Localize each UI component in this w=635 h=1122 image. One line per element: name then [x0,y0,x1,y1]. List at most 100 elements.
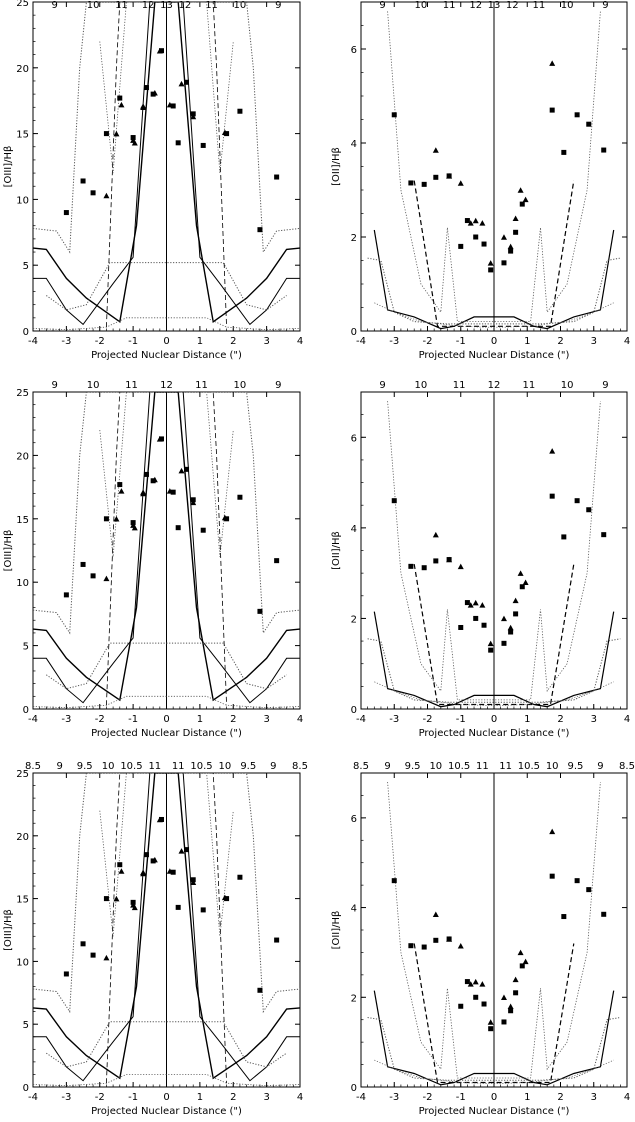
model-curve [33,695,300,709]
data-point-square [175,525,181,531]
data-point-square [586,507,592,513]
y-tick-label: 10 [16,578,29,589]
data-point-triangle [522,196,529,203]
data-point-square [481,241,487,247]
top-axis-label: 9.5 [568,761,584,772]
data-point-square [519,201,525,207]
data-point-square [274,558,280,564]
x-tick-label: -2 [95,336,105,347]
x-tick-label: 0 [491,1092,497,1103]
data-point-triangle [166,868,173,874]
data-point-triangle [178,80,185,87]
x-tick-label: 4 [624,1092,630,1103]
model-curve [374,302,614,328]
y-tick-label: 10 [16,957,29,968]
data-point-square [170,869,176,875]
top-axis-label: 11 [499,761,512,772]
x-axis-label: Projected Nuclear Distance (") [91,1106,242,1117]
data-point-square [170,103,176,109]
data-point-triangle [487,1019,494,1025]
top-axis-label: 11 [172,761,185,772]
top-axis-label: 12 [469,0,482,11]
top-axis-label: 11 [443,0,456,11]
x-tick-label: -2 [423,336,433,347]
data-point-square [170,489,176,495]
data-point-triangle [140,489,147,495]
top-axis-label: 10.5 [448,761,470,772]
data-point-square [501,1019,507,1025]
data-point-square [574,112,580,118]
data-point-square [274,937,280,943]
y-tick-label: 25 [16,769,29,780]
model-curve [99,773,234,937]
data-point-square [274,174,280,180]
x-axis-label: Projected Nuclear Distance (") [419,1106,570,1117]
y-tick-label: 25 [16,0,29,9]
model-curve [373,990,615,1086]
top-axis-label: 8.5 [25,761,41,772]
model-curve [33,1074,300,1087]
top-axis-label: 12 [142,0,155,11]
x-tick-label: 2 [230,714,236,725]
data-point-triangle [457,563,464,570]
x-tick-label: 4 [297,336,303,347]
x-tick-label: -1 [456,1092,466,1103]
data-point-square [421,565,427,571]
data-point-square [601,911,607,917]
model-curve [33,2,300,324]
top-axis-label: 9 [275,380,281,391]
y-tick-label: 6 [351,433,357,444]
data-point-square [433,174,439,180]
data-point-square [488,647,494,653]
top-axis-label: 12 [178,0,191,11]
x-tick-label: 4 [624,336,630,347]
data-point-square [184,847,190,853]
data-point-square [473,615,479,621]
data-point-square [513,229,519,235]
x-tick-label: -4 [28,714,38,725]
x-tick-label: 2 [230,336,236,347]
y-tick-label: 6 [351,814,357,825]
top-axis-label: 9 [602,380,608,391]
data-point-triangle [467,981,474,987]
data-point-triangle [103,954,110,961]
y-tick-label: 0 [23,327,29,338]
model-curve [374,1059,614,1084]
data-point-triangle [467,220,474,226]
y-tick-label: 20 [16,451,29,462]
data-point-square [90,573,96,579]
y-tick-label: 20 [16,832,29,843]
x-tick-label: -4 [356,336,366,347]
model-curve [374,681,614,706]
data-point-square [175,140,181,146]
x-tick-label: 2 [230,1092,236,1103]
data-point-triangle [221,514,228,521]
model-curve [387,401,601,701]
data-point-triangle [432,147,439,153]
model-curve [33,392,300,704]
top-axis-label: 8.5 [292,761,308,772]
data-point-square [458,624,464,630]
top-axis-label: 11 [148,761,161,772]
data-point-square [574,878,580,884]
x-tick-label: 3 [263,336,269,347]
data-point-triangle [507,243,514,250]
model-curve [33,317,300,331]
data-point-square [488,267,494,273]
data-point-triangle [500,994,507,1001]
x-tick-label: -1 [128,1092,138,1103]
data-point-square [601,532,607,538]
data-point-triangle [103,192,110,199]
y-tick-label: 0 [351,327,357,338]
data-point-square [519,584,525,590]
data-point-square [158,816,164,822]
data-point-square [391,112,397,118]
data-point-square [200,142,206,148]
data-point-square [408,943,414,949]
data-point-triangle [118,101,125,108]
data-point-square [200,527,206,533]
data-point-square [561,914,567,920]
data-point-square [513,611,519,617]
